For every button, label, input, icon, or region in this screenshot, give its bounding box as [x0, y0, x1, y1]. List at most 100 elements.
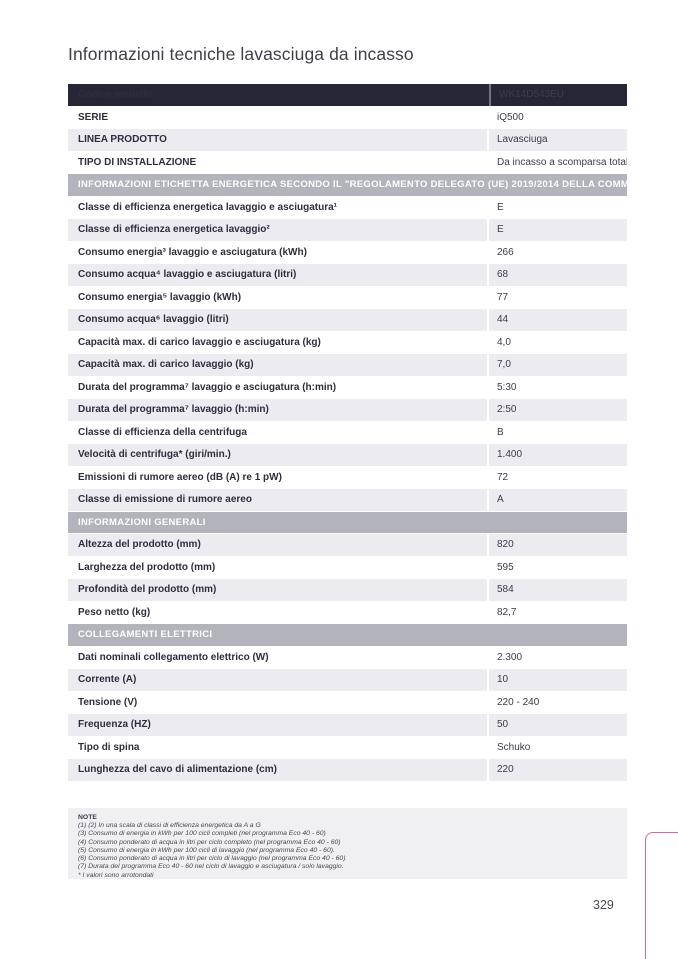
row-value: 5:30: [489, 376, 627, 398]
row-label: Durata del programma⁷ lavaggio (h:min): [68, 399, 487, 421]
row-label: Capacità max. di carico lavaggio (kg): [68, 354, 487, 376]
row-value: 77: [489, 286, 627, 308]
row-label: Consumo acqua⁴ lavaggio e asciugatura (l…: [68, 264, 487, 286]
section-header-row: INFORMAZIONI ETICHETTA ENERGETICA SECOND…: [68, 174, 627, 197]
row-label: Frequenza (HZ): [68, 714, 487, 736]
table-row: Classe di efficienza della centrifuga B: [68, 421, 627, 444]
model-code-label: Codice modello: [78, 89, 153, 101]
crop-mark-frame: [645, 832, 678, 959]
table-row: Dati nominali collegamento elettrico (W)…: [68, 646, 627, 669]
row-value: 584: [489, 579, 627, 601]
table-row: TIPO DI INSTALLAZIONE Da incasso a scompa…: [68, 151, 627, 174]
row-label: Peso netto (kg): [68, 601, 487, 623]
row-value: E: [489, 219, 627, 241]
row-label: Profondità del prodotto (mm): [68, 579, 487, 601]
row-label: Classe di efficienza energetica lavaggio…: [68, 219, 487, 241]
section-header-row: INFORMAZIONI GENERALI: [68, 511, 627, 534]
table-row: Consumo acqua⁶ lavaggio (litri) 44: [68, 309, 627, 332]
table-header-row: Codice modello WK14D543EU: [68, 84, 627, 107]
row-value: A: [489, 489, 627, 511]
table-row: Durata del programma⁷ lavaggio e asciuga…: [68, 376, 627, 399]
row-value: 44: [489, 309, 627, 331]
row-value: 220 - 240: [489, 691, 627, 713]
row-label: LINEA PRODOTTO: [68, 129, 487, 151]
row-value: 82,7: [489, 601, 627, 623]
note-line: (7) Durata del programma Eco 40 - 60 nel…: [78, 863, 344, 871]
row-label: Durata del programma⁷ lavaggio e asciuga…: [68, 376, 487, 398]
table-row: Classe di emissione di rumore aereo A: [68, 489, 627, 512]
note-line: * I valori sono arrotondati: [78, 871, 154, 879]
table-row: Consumo acqua⁴ lavaggio e asciugatura (l…: [68, 264, 627, 287]
table-row: Capacità max. di carico lavaggio (kg) 7,0: [68, 354, 627, 377]
row-value: 50: [489, 714, 627, 736]
model-code-value: WK14D543EU: [489, 84, 627, 106]
row-label: Lunghezza del cavo di alimentazione (cm): [68, 759, 487, 781]
row-value: 266: [489, 241, 627, 263]
row-value: 68: [489, 264, 627, 286]
table-body: SERIE iQ500 LINEA PRODOTTO Lavasciuga TIPO D…: [68, 106, 627, 782]
row-label: SERIE: [68, 106, 487, 128]
note-line: (6) Consumo ponderato di acqua in litri …: [78, 855, 346, 863]
table-row: Altezza del prodotto (mm) 820: [68, 534, 627, 557]
table-row: Classe di efficienza energetica lavaggio…: [68, 219, 627, 242]
row-label: Classe di efficienza della centrifuga: [68, 421, 487, 443]
note-line: (5) Consumo di energia in kWh per 100 ci…: [78, 846, 335, 854]
table-row: Capacità max. di carico lavaggio e asciu…: [68, 331, 627, 354]
row-value: E: [489, 196, 627, 218]
table-row: Lunghezza del cavo di alimentazione (cm)…: [68, 759, 627, 782]
row-label: Consumo energia³ lavaggio e asciugatura …: [68, 241, 487, 263]
table-row: Larghezza del prodotto (mm) 595: [68, 556, 627, 579]
table-row: SERIE iQ500: [68, 106, 627, 129]
row-label: Dati nominali collegamento elettrico (W): [68, 646, 487, 668]
row-label: TIPO DI INSTALLAZIONE: [68, 151, 487, 173]
row-label: Velocità di centrifuga* (giri/min.): [68, 444, 487, 466]
row-value: 1.400: [489, 444, 627, 466]
row-label: Classe di efficienza energetica lavaggio…: [68, 196, 487, 218]
table-row: Tipo di spina Schuko: [68, 736, 627, 759]
notes-lines: (1) (2) In una scala di classi di effici…: [78, 822, 617, 880]
table-row: Profondità del prodotto (mm) 584: [68, 579, 627, 602]
table-row: Peso netto (kg) 82,7: [68, 601, 627, 624]
row-value: iQ500: [489, 106, 627, 128]
row-value: 4,0: [489, 331, 627, 353]
page-title: Informazioni tecniche lavasciuga da inca…: [68, 44, 414, 64]
row-label: Consumo energia⁵ lavaggio (kWh): [68, 286, 487, 308]
row-label: Corrente (A): [68, 669, 487, 691]
table-row: Durata del programma⁷ lavaggio (h:min) 2:…: [68, 399, 627, 422]
table-row: Classe di efficienza energetica lavaggio…: [68, 196, 627, 219]
table-row: Velocità di centrifuga* (giri/min.) 1.400: [68, 444, 627, 467]
section-header-row: COLLEGAMENTI ELETTRICI: [68, 624, 627, 647]
row-label: Classe di emissione di rumore aereo: [68, 489, 487, 511]
row-value: 220: [489, 759, 627, 781]
row-value: 595: [489, 556, 627, 578]
page-number: 329: [593, 898, 614, 912]
row-label: Tipo di spina: [68, 736, 487, 758]
row-value: 2.300: [489, 646, 627, 668]
row-value: Da incasso a scomparsa totale: [489, 151, 627, 173]
note-line: (1) (2) In una scala di classi di effici…: [78, 822, 261, 829]
notes-title: NOTE: [78, 814, 97, 821]
table-row: LINEA PRODOTTO Lavasciuga: [68, 129, 627, 152]
note-line: (4) Consumo ponderato di acqua in litri …: [78, 838, 341, 846]
notes-box: NOTE (1) (2) In una scala di classi di e…: [68, 808, 627, 879]
row-label: Consumo acqua⁶ lavaggio (litri): [68, 309, 487, 331]
row-value: B: [489, 421, 627, 443]
row-label: Altezza del prodotto (mm): [68, 534, 487, 556]
row-value: 2:50: [489, 399, 627, 421]
row-value: Schuko: [489, 736, 627, 758]
table-row: Emissioni di rumore aereo (dB (A) re 1 p…: [68, 466, 627, 489]
row-label: Capacità max. di carico lavaggio e asciu…: [68, 331, 487, 353]
table-row: Consumo energia³ lavaggio e asciugatura …: [68, 241, 627, 264]
row-value: 72: [489, 466, 627, 488]
table-row: Tensione (V) 220 - 240: [68, 691, 627, 714]
row-value: 820: [489, 534, 627, 556]
row-value: Lavasciuga: [489, 129, 627, 151]
row-value: 10: [489, 669, 627, 691]
table-row: Corrente (A) 10: [68, 669, 627, 692]
row-label: Larghezza del prodotto (mm): [68, 556, 487, 578]
row-label: Tensione (V): [68, 691, 487, 713]
row-label: Emissioni di rumore aereo (dB (A) re 1 p…: [68, 466, 487, 488]
table-row: Consumo energia⁵ lavaggio (kWh) 77: [68, 286, 627, 309]
row-value: 7,0: [489, 354, 627, 376]
table-row: Frequenza (HZ) 50: [68, 714, 627, 737]
